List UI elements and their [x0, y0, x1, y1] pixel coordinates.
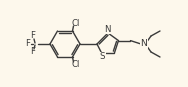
Text: Cl: Cl	[71, 60, 80, 70]
Text: F: F	[30, 31, 36, 41]
Text: F: F	[30, 48, 36, 56]
Text: N: N	[141, 39, 147, 48]
Text: F: F	[26, 39, 30, 48]
Text: S: S	[100, 52, 105, 61]
Text: Cl: Cl	[71, 19, 80, 27]
Text: N: N	[104, 25, 110, 33]
